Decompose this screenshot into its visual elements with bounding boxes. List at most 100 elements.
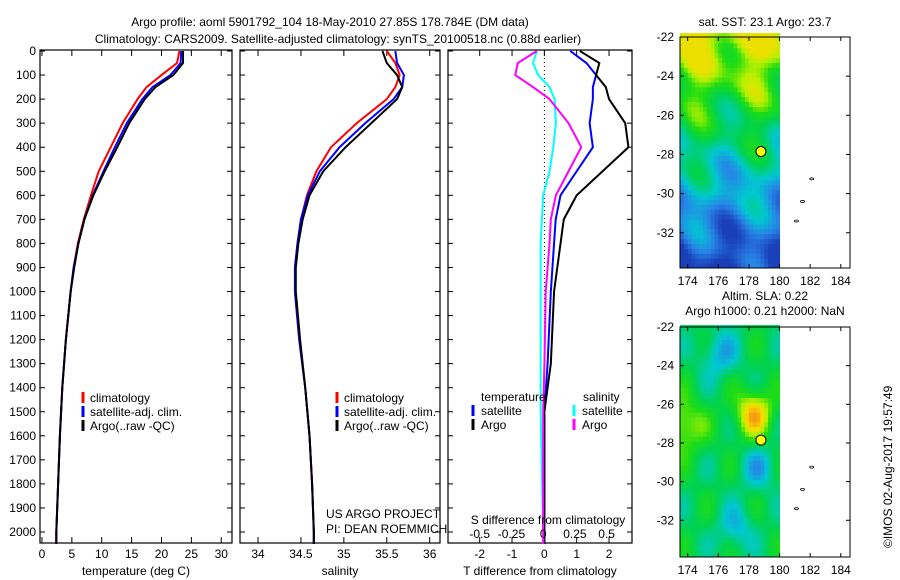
map-cell (706, 228, 712, 235)
map-cell (760, 52, 765, 59)
map-cell (756, 484, 761, 490)
map-cell (680, 552, 685, 558)
map-cell (687, 397, 692, 403)
map-cell (718, 228, 723, 235)
map-cell (702, 37, 708, 44)
map-cell (760, 106, 765, 112)
map-cell (748, 219, 754, 225)
map-cell (768, 204, 773, 210)
map-cell (706, 513, 712, 519)
map-cell (745, 52, 750, 59)
map-cell (680, 460, 685, 466)
map-cell (771, 513, 777, 519)
map-cell (733, 155, 738, 161)
map-cell (718, 431, 723, 437)
map-cell (737, 354, 742, 360)
map-cell (745, 436, 750, 442)
map-cell (706, 214, 712, 220)
map-cell (718, 135, 723, 142)
map-cell (691, 209, 696, 215)
map-cell (764, 441, 769, 447)
map-cell (706, 199, 712, 205)
map-cell (702, 470, 708, 476)
map-cell (741, 552, 746, 558)
map-cell (737, 445, 742, 452)
map-cell (760, 130, 765, 137)
legend-label: Argo(..raw -QC) (90, 419, 175, 433)
map-cell (725, 547, 731, 553)
map-cell (702, 179, 708, 186)
map-cell (722, 258, 727, 264)
map-cell (741, 223, 746, 230)
map-cell (702, 542, 708, 548)
map-cell (710, 441, 715, 447)
map-cell (702, 484, 708, 490)
map-cell (691, 170, 696, 176)
map-cell (748, 474, 754, 481)
map-cell (683, 513, 689, 519)
map-cell (718, 209, 723, 215)
map-cell (733, 130, 738, 137)
map-cell (718, 426, 723, 432)
map-cell (741, 248, 746, 254)
map-cell (718, 219, 723, 225)
map-cell (741, 358, 746, 365)
map-cell (683, 349, 689, 355)
map-cell (764, 542, 769, 548)
map-cell (748, 431, 754, 437)
map-cell (756, 508, 761, 515)
map-cell (737, 532, 742, 539)
map-cell (699, 528, 704, 534)
map-subtitle: Argo h1000: 0.21 h2000: NaN (685, 304, 844, 318)
map-cell (725, 470, 731, 476)
map-cell (722, 455, 727, 461)
map-cell (729, 431, 735, 437)
map-cell (725, 537, 731, 544)
map-cell (695, 494, 700, 500)
map-cell (725, 116, 731, 122)
map-cell (745, 383, 750, 389)
map-cell (771, 184, 777, 191)
map-cell (756, 199, 761, 205)
s-tick-label: -0.25 (498, 527, 526, 541)
map-cell (733, 33, 738, 39)
map-cell (748, 228, 754, 235)
map-cell (771, 47, 777, 54)
map-cell (714, 223, 719, 230)
map-cell (729, 189, 735, 196)
map-cell (737, 523, 742, 529)
map-cell (771, 325, 777, 331)
map-cell (771, 194, 777, 200)
map-cell (699, 82, 704, 88)
lat-tick-label: -30 (657, 475, 675, 489)
map-cell (771, 101, 777, 107)
map-cell (722, 484, 727, 490)
map-cell (760, 339, 765, 345)
map-cell (710, 373, 715, 379)
map-cell (771, 460, 777, 466)
map-cell (729, 547, 735, 553)
map-cell (691, 150, 696, 156)
map-cell (695, 150, 700, 156)
map-cell (710, 489, 715, 495)
map-cell (714, 111, 719, 117)
map-cell (748, 368, 754, 374)
map-cell (722, 175, 727, 181)
map-cell (695, 233, 700, 240)
map-cell (699, 219, 704, 225)
map-cell (691, 402, 696, 408)
map-cell (725, 204, 731, 210)
map-cell (733, 329, 738, 336)
map-cell (722, 228, 727, 235)
map-cell (699, 86, 704, 93)
map-cell (687, 175, 692, 181)
map-cell (741, 52, 746, 59)
map-cell (764, 445, 769, 452)
map-cell (756, 121, 761, 127)
map-cell (725, 329, 731, 336)
map-cell (710, 204, 715, 210)
map-cell (714, 135, 719, 142)
map-cell (771, 199, 777, 205)
map-cell (752, 412, 758, 418)
map-cell (775, 349, 781, 355)
